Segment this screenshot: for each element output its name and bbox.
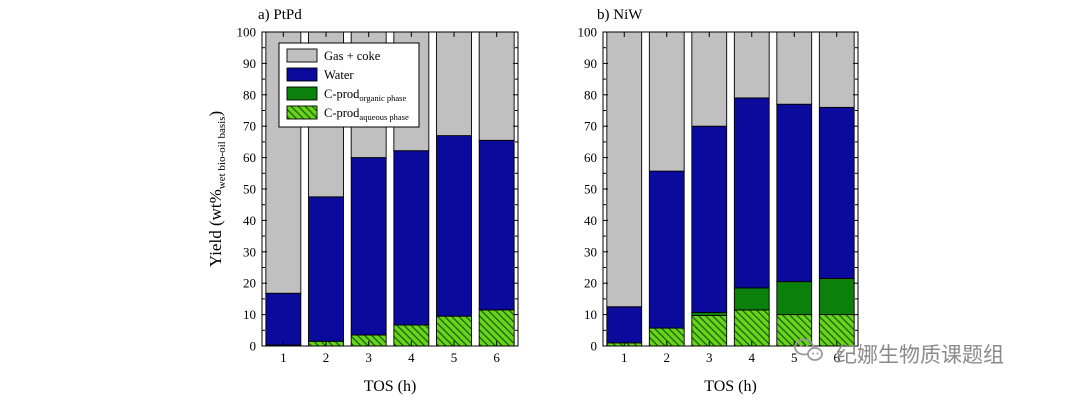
legend-label-water: Water — [324, 68, 354, 82]
legend-label-organic: C-prodorganic phase — [324, 87, 406, 103]
y-tick-label: 100 — [578, 25, 598, 40]
bar-aqueous-6 — [478, 309, 515, 347]
y-tick-label: 70 — [243, 119, 256, 134]
y-tick-label: 0 — [250, 339, 257, 354]
y-axis-label-sub: wet bio-oil basis — [216, 117, 228, 190]
bar-gas-6 — [818, 31, 855, 108]
bar-organic-4 — [733, 287, 770, 311]
legend-label-aqueous: C-prodaqueous phase — [324, 106, 409, 122]
legend-label-main: Water — [324, 68, 354, 82]
bar-water-3 — [691, 125, 728, 313]
x-tick-label: 3 — [365, 350, 372, 365]
x-tick-label: 4 — [749, 350, 756, 365]
x-tick-label: 4 — [408, 350, 415, 365]
x-tick-label: 6 — [493, 350, 500, 365]
legend-swatch-gas — [286, 48, 318, 63]
bar-water-5 — [436, 135, 472, 317]
y-tick-label: 60 — [584, 150, 597, 165]
y-axis-label: Yield (wt%wet bio-oil basis) — [206, 111, 228, 267]
y-tick-label: 30 — [243, 244, 256, 259]
legend-label-sub: aqueous phase — [359, 112, 409, 122]
y-tick-label: 40 — [243, 213, 256, 228]
y-axis-label-main: Yield (wt% — [206, 189, 225, 267]
chart-panel-1: 0 10 20 30 40 50 60 70 80 90 100 1 2 3 4 5 6 a) PtPd TOS (… — [206, 7, 519, 395]
bar-gas-2 — [648, 31, 685, 172]
y-tick-label: 80 — [584, 87, 597, 102]
bar-water-3 — [350, 157, 387, 336]
y-tick-label: 20 — [243, 276, 256, 291]
legend-swatch-water — [286, 67, 318, 82]
y-tick-label: 80 — [243, 87, 256, 102]
bar-aqueous-5 — [776, 314, 813, 347]
bar-water-4 — [393, 150, 430, 326]
bar-gas-4 — [733, 31, 770, 99]
x-tick-label: 6 — [834, 350, 841, 365]
y-tick-label: 100 — [237, 25, 257, 40]
legend-label-sub: organic phase — [359, 93, 406, 103]
y-tick-label: 20 — [584, 276, 597, 291]
bar-organic-5 — [776, 281, 813, 316]
y-tick-label: 40 — [584, 213, 597, 228]
y-tick-label: 10 — [243, 307, 256, 322]
bar-gas-6 — [478, 31, 515, 141]
watermark-text: 纪娜生物质课题组 — [836, 343, 1004, 367]
legend-swatch-organic — [286, 86, 318, 101]
x-tick-label: 3 — [706, 350, 713, 365]
y-tick-label: 60 — [243, 150, 256, 165]
x-axis-label: TOS (h) — [364, 378, 417, 395]
watermark: 纪娜生物质课题组 — [794, 338, 1004, 367]
bar-water-6 — [818, 106, 855, 279]
legend-swatch-aqueous — [286, 105, 318, 120]
bar-water-2 — [308, 196, 344, 342]
legend-label-main: Gas + coke — [324, 49, 381, 63]
wechat-icon — [794, 338, 823, 361]
x-tick-label: 5 — [451, 350, 458, 365]
bar-gas-5 — [776, 31, 813, 105]
bar-water-4 — [733, 97, 770, 289]
y-tick-label: 0 — [591, 339, 598, 354]
bar-gas-5 — [436, 31, 472, 137]
legend-label-main: C-prod — [324, 87, 360, 101]
x-tick-label: 1 — [280, 350, 287, 365]
bar-water-1 — [265, 292, 302, 346]
bar-aqueous-4 — [733, 309, 770, 347]
legend-label-main: C-prod — [324, 106, 360, 120]
x-tick-label: 2 — [323, 350, 330, 365]
x-tick-label: 2 — [664, 350, 671, 365]
bar-organic-3 — [691, 311, 728, 316]
x-tick-label: 1 — [621, 350, 628, 365]
legend-label-gas: Gas + coke — [324, 49, 381, 63]
y-tick-label: 10 — [584, 307, 597, 322]
bar-water-6 — [478, 139, 515, 311]
bar-gas-3 — [691, 31, 728, 127]
y-tick-label: 70 — [584, 119, 597, 134]
y-tick-label: 90 — [243, 56, 256, 71]
y-tick-label: 30 — [584, 244, 597, 259]
bar-gas-1 — [606, 31, 643, 308]
chart-title: a) PtPd — [258, 7, 302, 23]
chart-title: b) NiW — [597, 7, 643, 23]
y-axis-label-close: ) — [206, 111, 225, 117]
y-tick-label: 50 — [584, 182, 597, 197]
bar-water-2 — [648, 170, 685, 329]
bar-water-1 — [606, 306, 643, 344]
bar-water-5 — [776, 103, 813, 283]
x-axis-label: TOS (h) — [704, 378, 757, 395]
bar-organic-6 — [818, 278, 855, 316]
y-tick-label: 90 — [584, 56, 597, 71]
y-tick-label: 50 — [243, 182, 256, 197]
x-tick-label: 5 — [791, 350, 798, 365]
chart-panel-2: 0 10 20 30 40 50 60 70 80 90 100 1 2 3 4 5 6 b) NiW TOS (h… — [578, 7, 859, 395]
